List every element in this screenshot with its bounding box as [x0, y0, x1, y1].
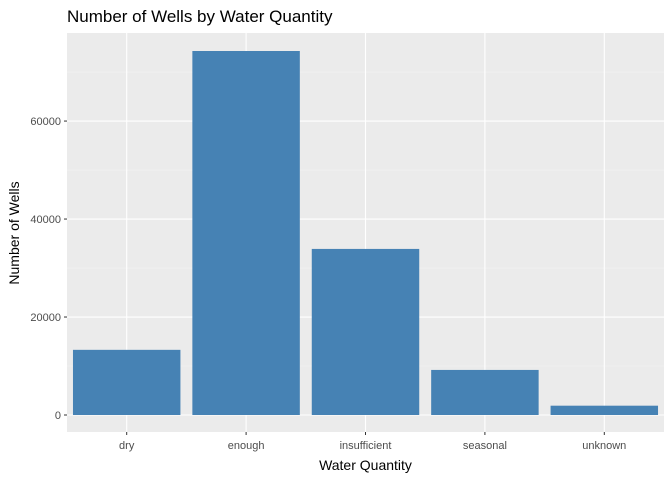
- x-tick-label: enough: [228, 440, 265, 452]
- x-axis-title: Water Quantity: [319, 457, 412, 473]
- x-tick-label: seasonal: [463, 440, 507, 452]
- bar-unknown: [550, 405, 659, 415]
- y-tick-label: 60000: [30, 116, 61, 128]
- x-tick-label: insufficient: [340, 440, 392, 452]
- y-tick-label: 0: [55, 410, 61, 422]
- x-tick-label: dry: [119, 440, 135, 452]
- bar-seasonal: [431, 369, 539, 415]
- bar-insufficient: [311, 248, 420, 415]
- y-tick-label: 20000: [30, 312, 61, 324]
- chart-title: Number of Wells by Water Quantity: [67, 7, 333, 26]
- y-tick-labels: 0 20000 40000 60000: [30, 116, 61, 422]
- x-tick-labels: dry enough insufficient seasonal unknown: [119, 440, 626, 452]
- y-axis-title: Number of Wells: [6, 181, 22, 284]
- bar-enough: [192, 51, 300, 415]
- axis-ticks: [64, 120, 605, 435]
- x-tick-label: unknown: [582, 440, 626, 452]
- bars: [72, 51, 659, 415]
- y-tick-label: 40000: [30, 214, 61, 226]
- bar-dry: [72, 349, 181, 415]
